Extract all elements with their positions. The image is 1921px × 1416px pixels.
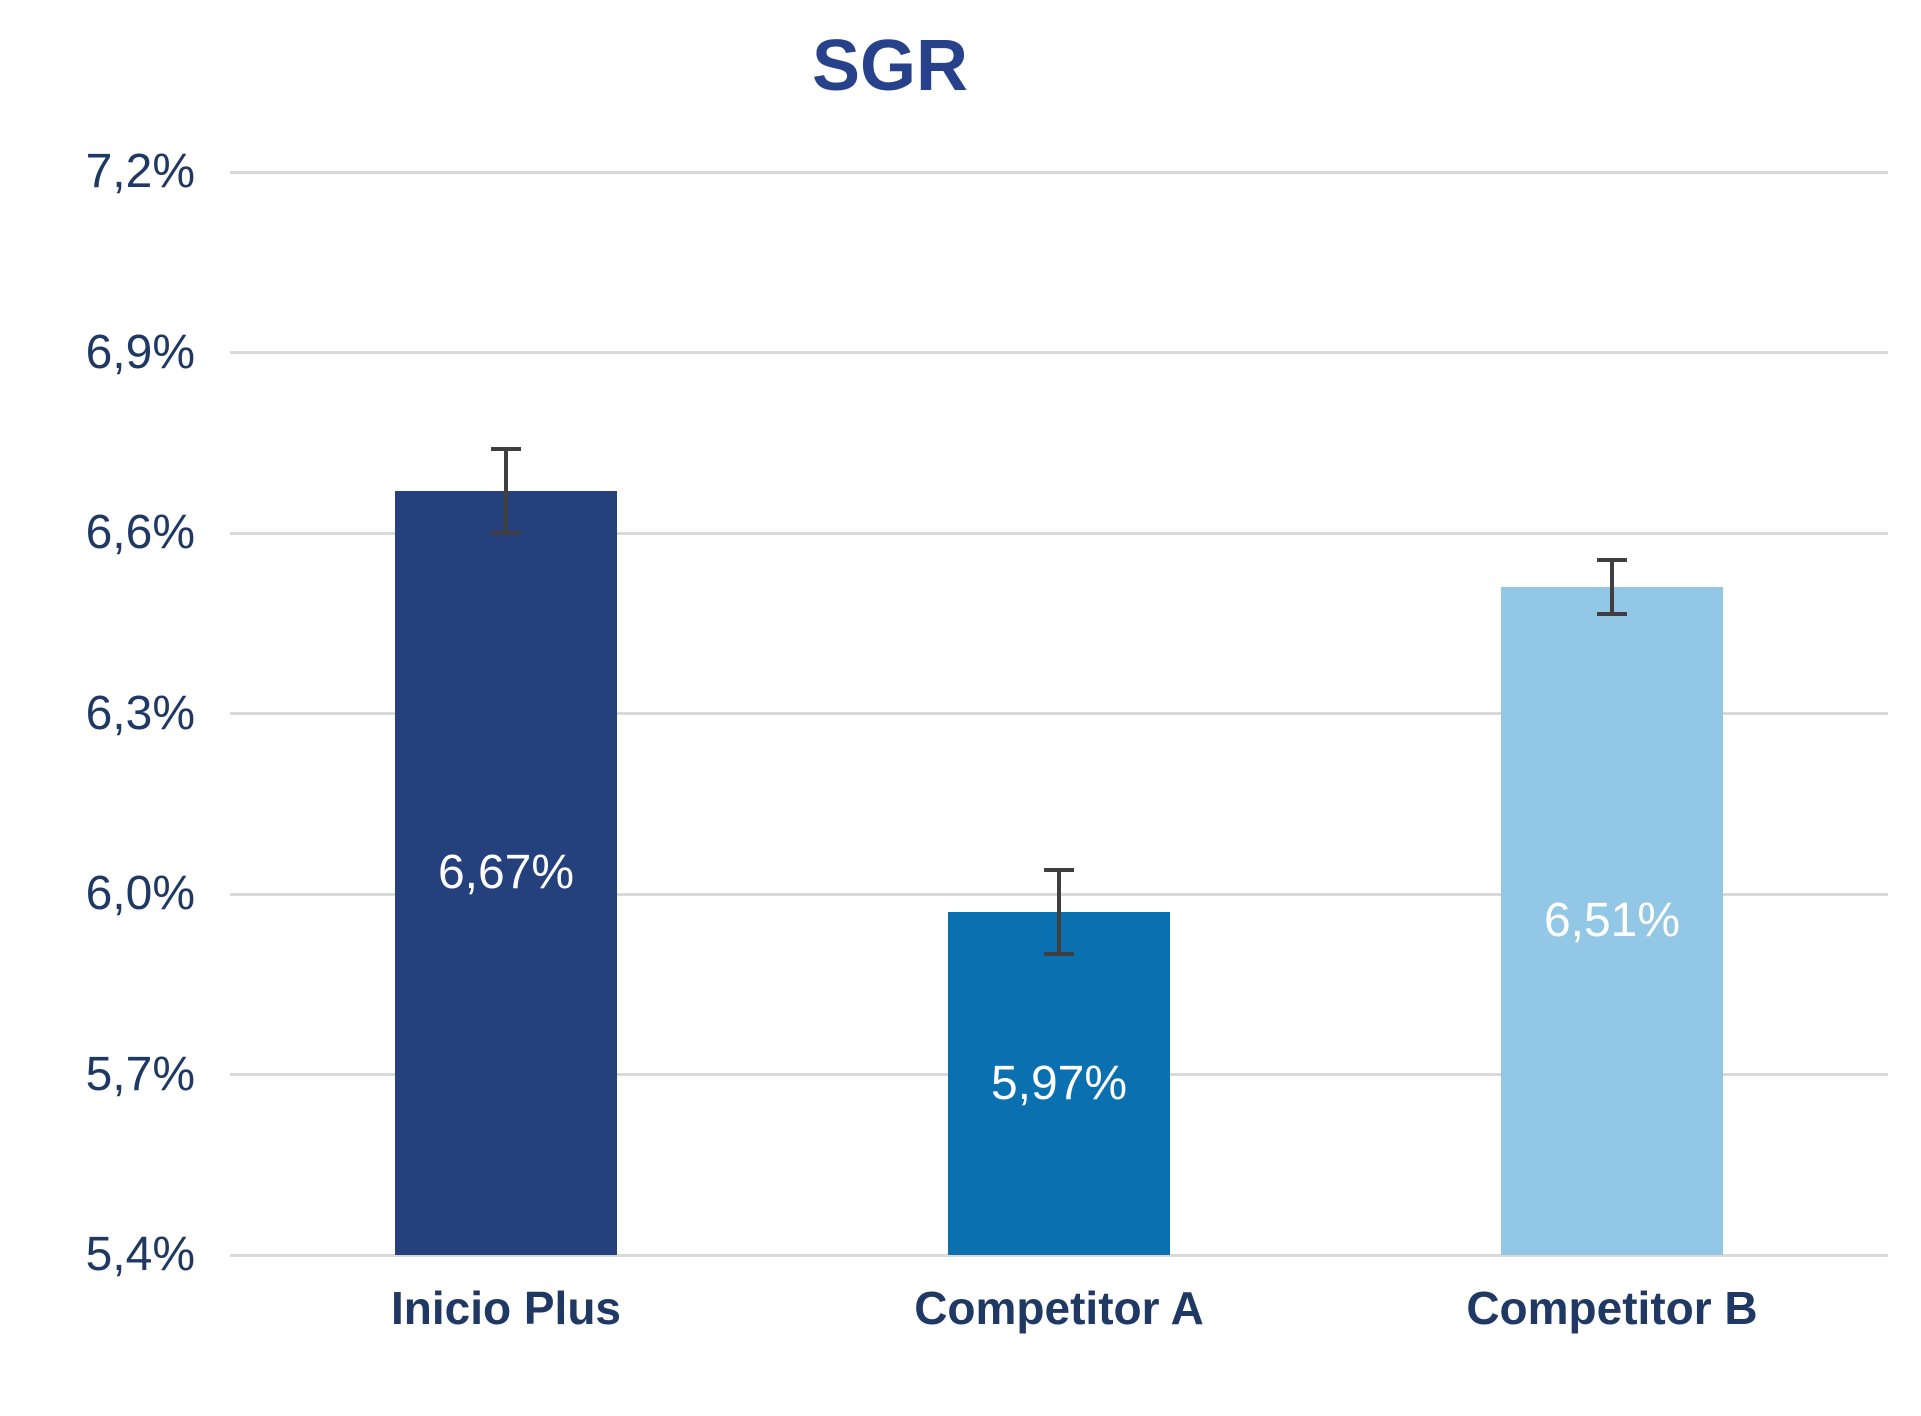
bar-competitor-b: [1501, 587, 1723, 1255]
gridline: [230, 351, 1888, 354]
y-axis-tick-label: 6,3%: [85, 686, 195, 740]
gridline: [230, 170, 1888, 174]
gridline: [230, 1253, 1888, 1257]
x-axis-category-label: Competitor A: [914, 1282, 1204, 1334]
gridline: [230, 531, 1888, 535]
y-axis-tick-label: 5,7%: [85, 1047, 195, 1101]
bar-inicio-plus: [395, 490, 617, 1255]
bar-value-label: 5,97%: [990, 1056, 1128, 1110]
error-bar: [1057, 869, 1061, 955]
y-axis-tick-label: 6,6%: [85, 506, 195, 559]
error-bar-bottom-cap: [1597, 612, 1627, 617]
y-axis-tick-label: 6,9%: [85, 325, 195, 379]
error-bar: [1610, 560, 1614, 615]
bar-competitor-a: [948, 912, 1170, 1255]
x-axis-category-label: Inicio Plus: [390, 1282, 622, 1334]
error-bar-top-cap: [491, 446, 521, 451]
error-bar-bottom-cap: [491, 531, 521, 535]
bar-value-label: 6,67%: [437, 845, 575, 899]
x-axis-category-label: Competitor B: [1466, 1282, 1758, 1334]
gridline: [230, 712, 1888, 715]
error-bar-bottom-cap: [1044, 952, 1074, 957]
error-bar-top-cap: [1044, 867, 1074, 872]
y-axis-tick-label: 5,4%: [85, 1228, 195, 1281]
y-axis-tick-label: 6,0%: [85, 867, 195, 920]
bar-value-label: 6,51%: [1543, 894, 1681, 948]
error-bar: [504, 448, 508, 533]
y-axis-tick-label: 7,2%: [85, 145, 195, 198]
error-bar-top-cap: [1597, 558, 1627, 563]
chart-title: SGR: [811, 26, 969, 106]
